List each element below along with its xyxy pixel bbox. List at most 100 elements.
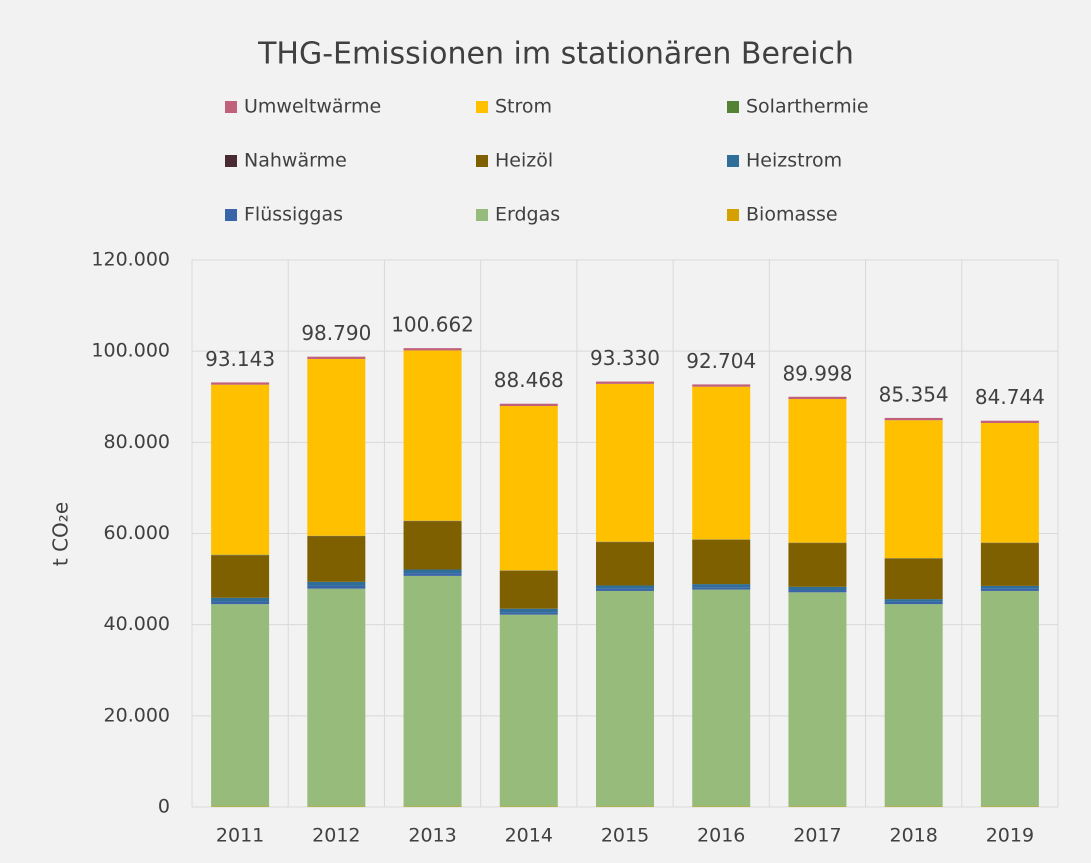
legend-label: Solarthermie [746,96,869,118]
legend-label: Heizöl [495,150,553,172]
total-label: 88.468 [494,368,564,392]
bar-segment [692,587,751,590]
legend-swatch [476,209,488,221]
legend-swatch [225,209,237,221]
x-tick-label: 2012 [312,825,360,847]
legend-label: Strom [495,96,552,118]
bar-segment [692,589,751,807]
bar-segment [499,612,558,615]
bar-segment [788,543,847,587]
bar-segment [884,420,943,559]
bar-segment [596,590,654,807]
bar-segment [980,585,1039,589]
legend-label: Flüssiggas [244,204,343,226]
bar-segment [596,588,654,591]
total-label: 85.354 [879,382,949,406]
bar-segment [692,539,751,585]
total-label: 100.662 [391,313,474,337]
x-tick-label: 2013 [408,825,456,847]
bar-segment [403,350,462,521]
bar-segment [307,585,366,589]
legend-swatch [727,155,739,167]
x-tick-label: 2018 [889,825,937,847]
bar-segment [788,396,847,400]
bar-segment [884,601,943,605]
bar-segment [788,586,847,591]
bar-segment [788,592,847,807]
bar-segment [692,584,751,588]
legend-label: Heizstrom [746,150,842,172]
bar-segment [307,588,366,807]
bar-segment [788,590,847,593]
bar-segment [307,356,366,359]
bar-segment [403,348,462,351]
bar-segment [884,558,943,600]
y-tick-label: 80.000 [104,431,170,453]
bar-segment [980,420,1039,423]
bar-segment [499,406,558,571]
chart-title: THG-Emissionen im stationären Bereich [257,37,854,72]
bar-segment [307,358,366,536]
legend-swatch [727,209,739,221]
total-label: 98.790 [301,321,371,345]
bar-segment [980,588,1039,591]
legend-swatch [225,101,237,113]
total-label: 93.143 [205,347,275,371]
bar-segment [211,601,270,605]
bar-segment [692,386,751,540]
bar-segment [307,581,366,586]
x-tick-label: 2019 [986,825,1034,847]
bar-segment [307,536,366,582]
bar-segment [884,417,943,421]
bar-segment [980,590,1039,807]
bar-segment [211,555,270,598]
y-tick-label: 0 [158,796,170,818]
bar-segment [499,608,558,613]
bar-segment [884,604,943,807]
y-tick-label: 40.000 [104,613,170,635]
y-tick-label: 120.000 [91,249,170,271]
total-label: 93.330 [590,346,660,370]
x-tick-label: 2011 [216,825,264,847]
legend-label: Umweltwärme [244,96,381,118]
legend-label: Nahwärme [244,150,347,172]
y-tick-label: 20.000 [104,704,170,726]
legend-swatch [476,155,488,167]
bar-segment [596,383,654,542]
total-label: 89.998 [782,361,852,385]
bar-segment [788,399,847,543]
total-label: 92.704 [686,349,756,373]
y-tick-label: 100.000 [91,340,170,362]
bar-segment [211,604,270,807]
bar-segment [692,384,751,387]
bar-segment [980,543,1039,586]
legend-swatch [727,101,739,113]
bar-segment [211,384,270,555]
total-label: 84.744 [975,385,1045,409]
bar-segment [211,382,270,385]
x-tick-label: 2014 [505,825,553,847]
bar-segment [499,403,558,407]
bar-segment [403,521,462,570]
legend-label: Erdgas [495,204,560,226]
legend-swatch [225,155,237,167]
bar-segment [596,585,654,589]
bar-segment [499,570,558,609]
x-tick-label: 2015 [601,825,649,847]
bar-segment [980,422,1039,543]
legend-label: Biomasse [746,204,838,226]
legend-swatch [476,101,488,113]
x-tick-label: 2016 [697,825,745,847]
bar-segment [499,614,558,807]
y-axis-label: t CO₂e [49,502,73,566]
bar-segment [403,573,462,576]
bar-segment [403,569,462,574]
bar-segment [211,597,270,602]
bar-segment [403,575,462,807]
bar-segment [596,542,654,586]
bar-segment [596,381,654,384]
x-tick-label: 2017 [793,825,841,847]
bar-segment [884,599,943,602]
y-tick-label: 60.000 [104,522,170,544]
